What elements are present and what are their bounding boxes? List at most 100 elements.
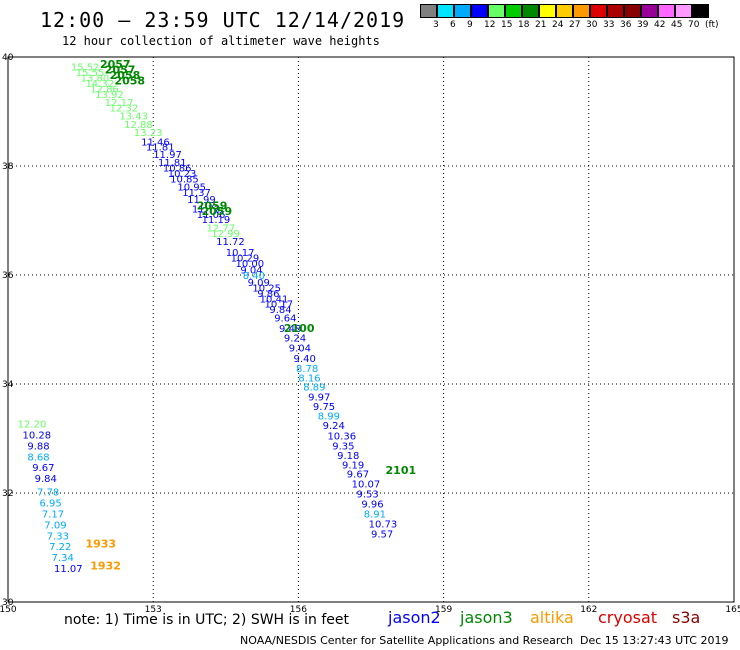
- legend-label: 36: [620, 20, 632, 30]
- legend-label: 27: [569, 20, 581, 30]
- legend-swatch: [454, 4, 471, 18]
- footer-timestamp: Dec 15 13:27:43 UTC 2019: [580, 634, 729, 647]
- wave-height-value: 9.84: [35, 474, 57, 485]
- legend-swatch: [692, 4, 709, 18]
- y-tick-label: 38: [2, 162, 14, 172]
- wave-height-value: 12.32: [110, 104, 139, 115]
- legend-swatch: [471, 4, 488, 18]
- satellite-legend-item: jason2: [388, 608, 441, 627]
- page-title: 12:00 — 23:59 UTC 12/14/2019: [40, 8, 406, 32]
- x-tick-label: 156: [290, 605, 307, 615]
- wave-height-value: 8.40: [243, 271, 265, 282]
- wave-height-value: 12.17: [105, 98, 134, 109]
- wave-height-value: 10.73: [369, 519, 398, 530]
- x-tick-label: 150: [0, 605, 17, 615]
- wave-height-value: 15.52: [71, 63, 100, 74]
- map-frame: [7, 56, 735, 603]
- wave-height-value: 12.88: [124, 120, 153, 131]
- wave-height-value: 10.28: [23, 431, 52, 442]
- wave-height-value: 12.86: [90, 84, 119, 95]
- legend-swatch: [505, 4, 522, 18]
- wave-height-value: 8.99: [318, 411, 340, 422]
- wave-height-value: 11.46: [141, 137, 170, 148]
- legend-swatch: [420, 4, 437, 18]
- wave-height-value: 9.24: [323, 421, 345, 432]
- wave-height-value: 7.22: [49, 542, 71, 553]
- wave-height-value: 11.72: [216, 237, 245, 248]
- legend-label: 21: [535, 20, 547, 30]
- x-tick-label: 153: [145, 605, 162, 615]
- legend-label: 18: [518, 20, 530, 30]
- pass-time-label: 2057: [100, 58, 131, 71]
- wave-height-value: 13.43: [119, 112, 148, 123]
- wave-height-value: 10.86: [163, 163, 192, 174]
- wave-height-value: 12.20: [18, 420, 47, 431]
- pass-time-label: 2059: [202, 205, 233, 218]
- satellite-legend-item: s3a: [672, 608, 701, 627]
- wave-height-value: 9.88: [27, 441, 49, 452]
- wave-height-value: 8.91: [364, 510, 386, 521]
- wave-height-value: 13.92: [95, 90, 124, 101]
- y-tick-label: 32: [2, 489, 13, 499]
- satellite-legend-item: altika: [530, 608, 574, 627]
- wave-height-value: 8.78: [296, 364, 318, 375]
- wave-height-value: 8.89: [303, 383, 325, 394]
- wave-height-value: 7.34: [52, 553, 74, 564]
- wave-height-value: 9.84: [269, 305, 291, 316]
- wave-height-value: 13.23: [134, 128, 163, 139]
- wave-height-value: 12.77: [206, 223, 235, 234]
- y-tick-label: 40: [2, 53, 14, 63]
- legend-swatch: [522, 4, 539, 18]
- wave-height-value: 9.40: [294, 354, 316, 365]
- wave-height-value: 9.19: [342, 460, 364, 471]
- wave-height-value: 10.17: [265, 300, 294, 311]
- wave-height-value: 10.36: [327, 432, 356, 443]
- wave-height-value: 13.80: [81, 74, 110, 85]
- legend-label: 6: [450, 20, 456, 30]
- legend-label: 9: [467, 20, 473, 30]
- legend-swatch: [675, 4, 692, 18]
- wave-height-value: 8.68: [27, 452, 49, 463]
- wave-height-value: 11.07: [54, 564, 83, 575]
- wave-height-value: 11.99: [187, 195, 216, 206]
- legend-swatch: [539, 4, 556, 18]
- wave-height-value: 9.67: [32, 463, 54, 474]
- pass-time-label: 2058: [114, 74, 145, 87]
- legend-label: 12: [484, 20, 496, 30]
- wave-height-value: 9.48: [279, 324, 301, 335]
- legend-swatch: [573, 4, 590, 18]
- wave-height-value: 9.57: [371, 530, 393, 541]
- wave-height-value: 9.18: [337, 451, 359, 462]
- wave-height-value: 11.06: [197, 210, 226, 221]
- wave-height-value: 9.04: [289, 343, 311, 354]
- wave-height-value: 11.81: [146, 143, 175, 154]
- legend-label: (ft): [705, 20, 719, 30]
- wave-height-value: 10.95: [177, 183, 206, 194]
- wave-height-value: 9.86: [257, 289, 279, 300]
- wave-height-value: 9.67: [347, 470, 369, 481]
- satellite-legend-item: cryosat: [598, 608, 658, 627]
- y-tick-label: 30: [2, 598, 14, 608]
- legend-swatch: [556, 4, 573, 18]
- wave-height-value: 9.35: [332, 441, 354, 452]
- wave-height-value: 6.95: [39, 499, 61, 510]
- wave-height-value: 9.75: [313, 402, 335, 413]
- wave-height-value: 10.23: [168, 169, 197, 180]
- legend-swatch: [641, 4, 658, 18]
- wave-height-value: 9.53: [356, 489, 378, 500]
- legend-swatch: [658, 4, 675, 18]
- legend-swatch: [437, 4, 454, 18]
- page-subtitle: 12 hour collection of altimeter wave hei…: [62, 34, 380, 48]
- wave-height-value: 10.41: [260, 294, 289, 305]
- pass-time-label: 1933: [85, 538, 116, 551]
- note-text: note: 1) Time is in UTC; 2) SWH is in fe…: [64, 612, 350, 628]
- legend-swatch: [488, 4, 505, 18]
- x-tick-label: 159: [435, 605, 452, 615]
- legend-swatch: [590, 4, 607, 18]
- wave-height-value: 11.81: [158, 158, 187, 169]
- wave-height-value: 10.07: [352, 480, 381, 491]
- pass-time-label: 2057: [105, 63, 136, 76]
- wave-height-value: 10.17: [226, 248, 255, 259]
- satellite-legend-item: jason3: [460, 608, 513, 627]
